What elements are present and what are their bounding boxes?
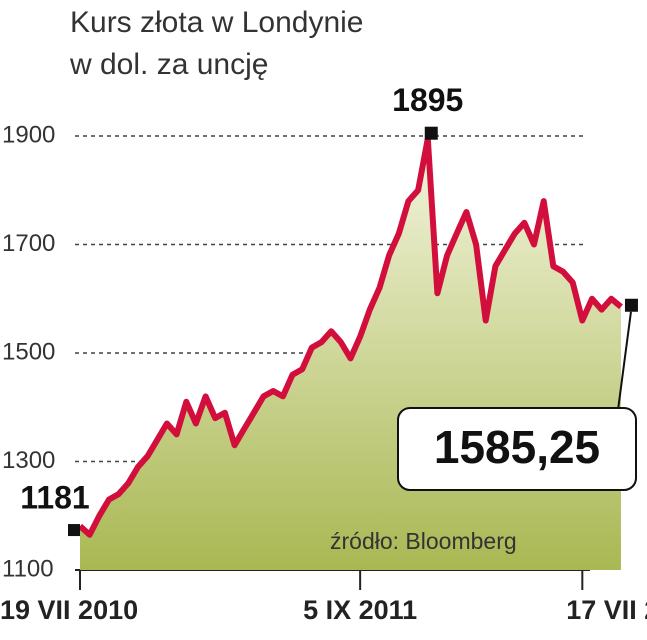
y-tick-label: 1700 xyxy=(2,230,55,257)
marker xyxy=(68,524,80,537)
line xyxy=(78,135,623,538)
callout-pointer xyxy=(617,311,632,411)
chart-subtitle: w dol. za uncję xyxy=(69,48,268,81)
value-label: 1895 xyxy=(392,82,463,118)
marker xyxy=(424,126,438,140)
x-tick-label: 5 IX 2011 xyxy=(303,595,417,625)
y-tick-label: 1500 xyxy=(2,338,55,365)
plot: 1181 1895 1585,25 xyxy=(20,82,638,538)
callout-box xyxy=(397,407,637,491)
source: źródło: Bloomberg xyxy=(330,528,517,554)
x-tick-label: 19 VII 2010 xyxy=(0,595,138,625)
marker xyxy=(624,298,638,312)
y-tick-label: 1900 xyxy=(2,121,55,148)
chart-title: Kurs złota w Londynie xyxy=(70,6,364,39)
y-tick-label: 1300 xyxy=(2,447,55,474)
x-tick-label: 17 VII 2012 xyxy=(566,595,647,625)
value-label: 1181 xyxy=(20,480,89,516)
value-label: 1585,25 xyxy=(434,421,600,473)
y-tick-label: 1100 xyxy=(2,555,54,582)
